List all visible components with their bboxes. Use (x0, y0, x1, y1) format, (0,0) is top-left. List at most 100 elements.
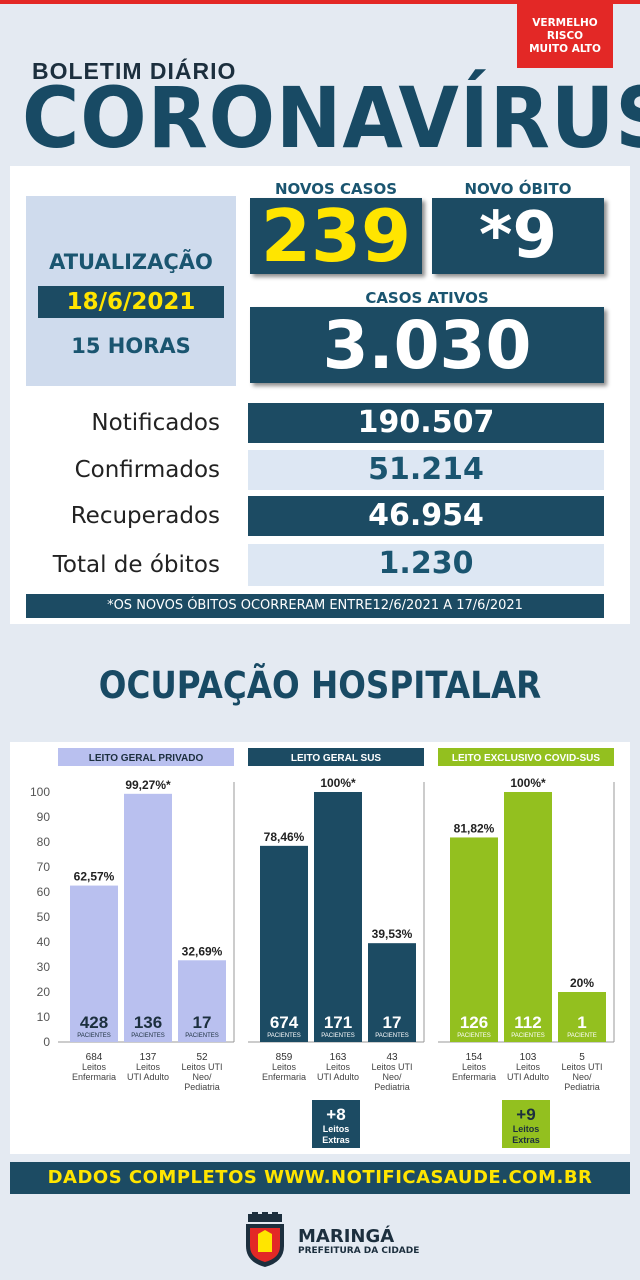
bar-patients-unit: PACIENTES (457, 1033, 491, 1039)
new-cases-label: NOVOS CASOS (275, 180, 397, 198)
y-tick-label: 90 (37, 810, 51, 824)
bar-bed-type: Leitos (462, 1062, 487, 1072)
bar-bed-type: Leitos UTI (561, 1062, 602, 1072)
y-tick-label: 50 (37, 910, 51, 924)
bar-percent-label: 99,27%* (125, 778, 171, 792)
bar-bed-type: Neo/ (572, 1072, 592, 1082)
bulletin-subtitle: BOLETIM DIÁRIO (32, 58, 237, 84)
y-tick-label: 80 (37, 835, 51, 849)
confirmed-label: Confirmados (74, 457, 220, 483)
bar-percent-label: 39,53% (372, 927, 413, 941)
bar-patients-value: 126 (460, 1013, 488, 1032)
deaths-footnote: *OS NOVOS ÓBITOS OCORRERAM ENTRE12/6/202… (26, 594, 604, 618)
active-cases-value: 3.030 (322, 306, 532, 384)
hospital-occupancy-chart: 0 10 20 30 40 50 60 70 80 90 100 LEITO GERAL PRIVAD… (30, 748, 615, 1148)
y-tick-label: 0 (43, 1035, 50, 1049)
bar-bed-type: Enfermaria (262, 1072, 306, 1082)
extra-beds-count: +8 (326, 1105, 345, 1124)
bar-beds-value: 163 (330, 1052, 347, 1063)
new-death-value: *9 (479, 199, 557, 273)
bar-beds-value: 52 (196, 1052, 208, 1063)
notified-value: 190.507 (248, 403, 604, 443)
bar-percent-label: 78,46% (264, 830, 305, 844)
notified-label: Notificados (91, 410, 220, 436)
y-tick-label: 70 (37, 860, 51, 874)
group-header-bg (58, 748, 234, 766)
bar (314, 792, 362, 1042)
extra-beds-label: Leitos (323, 1124, 350, 1134)
bar (558, 992, 606, 1042)
city-hall-label: PREFEITURA DA CIDADE (298, 1246, 420, 1256)
risk-badge: VERMELHO RISCO MUITO ALTO (517, 4, 613, 68)
hospital-section-title: OCUPAÇÃO HOSPITALAR (98, 664, 542, 707)
bar-patients-unit: PACIENTES (511, 1033, 545, 1039)
extra-beds-label: Leitos (513, 1124, 540, 1134)
bar-beds-value: 137 (140, 1052, 157, 1063)
update-time: 15 HORAS (71, 334, 191, 358)
bar-bed-type: Leitos (136, 1062, 161, 1072)
bar (450, 837, 498, 1042)
city-name: MARINGÁ (298, 1226, 395, 1247)
extra-beds-label: Extras (322, 1135, 350, 1145)
bar-percent-label: 32,69% (182, 944, 223, 958)
active-cases-box: 3.030 (250, 306, 604, 384)
y-tick-label: 10 (37, 1010, 51, 1024)
bar-patients-unit: PACIENTES (185, 1033, 219, 1039)
extra-beds-count: +9 (516, 1105, 535, 1124)
bar-patients-unit: PACIENTES (77, 1033, 111, 1039)
group-header-bg (248, 748, 424, 766)
bar (70, 885, 118, 1042)
bar-patients-unit: PACIENTE (567, 1033, 597, 1039)
bar (504, 792, 552, 1042)
bar-percent-label: 81,82% (454, 821, 495, 835)
bar-bed-type: Leitos UTI (181, 1062, 222, 1072)
bar-percent-label: 62,57% (74, 870, 115, 884)
risk-line-2: RISCO (546, 29, 584, 42)
extra-beds-box (502, 1100, 550, 1148)
bar-bed-type: Enfermaria (72, 1072, 116, 1082)
bar-bed-type: UTI Adulto (127, 1072, 169, 1082)
y-tick-label: 100 (30, 785, 50, 799)
bar-patients-value: 171 (324, 1013, 352, 1032)
bar-patients-value: 674 (270, 1013, 299, 1032)
bar-percent-label: 100%* (510, 776, 546, 790)
y-tick-label: 60 (37, 885, 51, 899)
bar (260, 845, 308, 1042)
new-cases-value: 239 (260, 194, 412, 278)
extra-beds-box (312, 1100, 360, 1148)
bar-patients-value: 17 (383, 1013, 402, 1032)
bar-patients-value: 112 (514, 1013, 541, 1032)
bar-beds-value: 5 (579, 1052, 585, 1063)
bar-bed-type: UTI Adulto (317, 1072, 359, 1082)
group-header-label: LEITO EXCLUSIVO COVID-SUS (452, 753, 600, 764)
recovered-value: 46.954 (248, 496, 604, 536)
update-panel: ATUALIZAÇÃO 18/6/2021 15 HORAS (26, 196, 236, 386)
top-accent-line (0, 0, 640, 4)
bar-patients-unit: PACIENTES (375, 1033, 409, 1039)
risk-line-1: VERMELHO (532, 16, 598, 29)
group-header-label: LEITO GERAL SUS (291, 753, 382, 764)
data-site-banner[interactable]: DADOS COMPLETOS WWW.NOTIFICASAUDE.COM.BR (10, 1162, 630, 1194)
bar-patients-value: 1 (577, 1013, 586, 1032)
bar (368, 943, 416, 1042)
bar-bed-type: Leitos (326, 1062, 351, 1072)
bar-patients-unit: PACIENTES (267, 1033, 301, 1039)
update-label: ATUALIZAÇÃO (49, 250, 213, 274)
deaths-label: Total de óbitos (52, 552, 220, 578)
bar-bed-type: UTI Adulto (507, 1072, 549, 1082)
bar-beds-value: 103 (520, 1052, 537, 1063)
bar-patients-value: 136 (134, 1013, 162, 1032)
risk-line-3: MUITO ALTO (529, 42, 601, 55)
bar-bed-type: Neo/ (382, 1072, 402, 1082)
extra-beds-label: Extras (512, 1135, 540, 1145)
bar-bed-type: Leitos (516, 1062, 541, 1072)
group-header-bg (438, 748, 614, 766)
bar (124, 793, 172, 1042)
update-date: 18/6/2021 (38, 286, 224, 318)
y-tick-label: 30 (37, 960, 51, 974)
group-header-label: LEITO GERAL PRIVADO (89, 753, 204, 764)
bar-bed-type: Leitos (272, 1062, 297, 1072)
bar-bed-type: Leitos (82, 1062, 107, 1072)
bar-beds-value: 43 (386, 1052, 398, 1063)
bar-patients-value: 17 (193, 1013, 212, 1032)
